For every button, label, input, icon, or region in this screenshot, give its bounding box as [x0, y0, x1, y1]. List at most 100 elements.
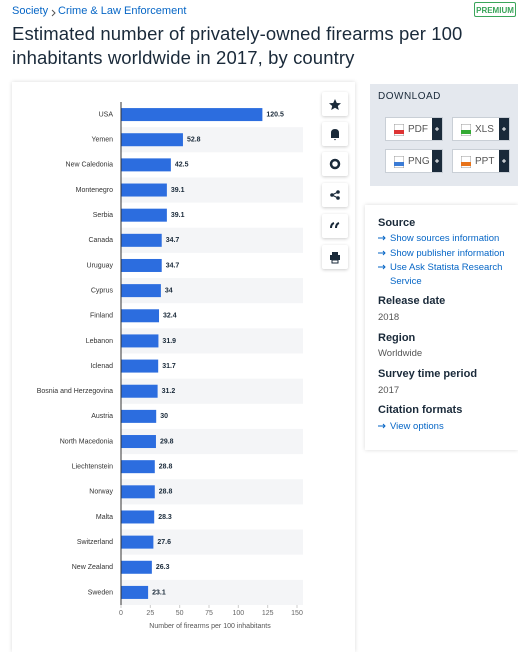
- value-label: 28.3: [158, 514, 172, 521]
- details-link[interactable]: View options: [390, 421, 444, 432]
- y-tick-label: USA: [99, 111, 114, 118]
- bar: [121, 158, 171, 172]
- y-tick-label: Norway: [89, 489, 113, 496]
- download-label: PPT: [475, 156, 495, 167]
- share-button[interactable]: [322, 183, 348, 207]
- download-button[interactable]: PNG: [385, 149, 443, 173]
- print-button[interactable]: [322, 245, 348, 269]
- y-tick-label: Austria: [91, 413, 113, 420]
- y-tick-label: New Caledonia: [66, 162, 114, 169]
- link-arrow: [378, 264, 386, 270]
- details-link[interactable]: Show sources information: [390, 233, 500, 244]
- y-tick-label: Sweden: [88, 589, 113, 596]
- y-tick-label: Liechtenstein: [72, 464, 113, 471]
- y-tick-label: New Zealand: [72, 564, 113, 571]
- bar: [121, 384, 158, 398]
- download-button[interactable]: PPT: [452, 149, 510, 173]
- link-arrow: [378, 423, 386, 429]
- value-label: 34.7: [166, 262, 180, 269]
- download-title: DOWNLOAD: [378, 91, 441, 102]
- bar: [121, 435, 156, 449]
- download-button[interactable]: XLS: [452, 117, 510, 141]
- x-tick-label: 50: [176, 610, 184, 617]
- bar: [121, 460, 155, 474]
- y-tick-label: Uruguay: [87, 262, 114, 269]
- details-panel: [365, 205, 518, 450]
- y-tick-label: Bosnia and Herzegovina: [37, 388, 113, 395]
- link-arrow: [378, 235, 386, 241]
- settings-button[interactable]: [322, 152, 348, 176]
- details-link[interactable]: Use Ask Statista Research Service: [390, 262, 503, 287]
- bar: [121, 208, 167, 222]
- details-heading: Source: [378, 217, 416, 229]
- details-value: 2018: [378, 312, 400, 323]
- y-tick-label: Switzerland: [77, 539, 113, 546]
- y-tick-label: Cyprus: [91, 287, 114, 294]
- y-tick-label: Serbia: [93, 212, 113, 219]
- breadcrumb-separator: [51, 9, 56, 17]
- bar: [121, 409, 157, 423]
- plus: [499, 118, 509, 140]
- x-tick-label: 75: [205, 610, 213, 617]
- bar: [121, 309, 160, 323]
- bar: [121, 560, 152, 574]
- x-tick-label: 150: [291, 610, 303, 617]
- bar: [121, 108, 263, 122]
- row-stripe: [121, 579, 303, 605]
- bar: [121, 183, 167, 197]
- x-tick-label: 100: [232, 610, 244, 617]
- download-label: XLS: [475, 124, 494, 135]
- bar: [121, 359, 159, 373]
- y-tick-label: Montenegro: [76, 187, 113, 194]
- bar: [121, 510, 155, 524]
- value-label: 28.8: [159, 464, 173, 471]
- y-tick-label: Iclenad: [90, 363, 113, 370]
- breadcrumb-link[interactable]: Crime & Law Enforcement: [58, 5, 187, 17]
- x-axis-label: Number of firearms per 100 inhabitants: [149, 623, 271, 630]
- value-label: 29.8: [160, 438, 174, 445]
- y-tick-label: North Macedonia: [60, 438, 113, 445]
- x-tick-label: 25: [146, 610, 154, 617]
- bar: [121, 485, 155, 499]
- y-tick-label: Yemen: [91, 137, 113, 144]
- value-label: 42.5: [175, 162, 189, 169]
- value-label: 39.1: [171, 212, 185, 219]
- value-label: 31.7: [162, 363, 176, 370]
- bar: [121, 334, 159, 348]
- value-label: 26.3: [156, 564, 170, 571]
- bar: [121, 233, 162, 247]
- y-tick-label: Finland: [90, 313, 113, 320]
- value-label: 27.6: [157, 539, 171, 546]
- page-title: Estimated number of privately-owned fire…: [12, 23, 463, 68]
- breadcrumb-link[interactable]: Society: [12, 5, 49, 17]
- value-label: 52.8: [187, 137, 201, 144]
- notify-button[interactable]: [322, 122, 348, 146]
- details-heading: Survey time period: [378, 368, 478, 380]
- details-heading: Release date: [378, 295, 446, 307]
- download-button[interactable]: PDF: [385, 117, 443, 141]
- details-heading: Citation formats: [378, 404, 463, 416]
- link-arrow: [378, 250, 386, 256]
- value-label: 23.1: [152, 589, 166, 596]
- cite-button[interactable]: [322, 214, 348, 238]
- value-label: 39.1: [171, 187, 185, 194]
- value-label: 31.9: [162, 338, 176, 345]
- details-link[interactable]: Show publisher information: [390, 248, 505, 259]
- value-label: 120.5: [266, 111, 284, 118]
- y-tick-label: Canada: [88, 237, 113, 244]
- value-label: 30: [160, 413, 168, 420]
- x-tick-label: 0: [119, 610, 123, 617]
- value-label: 32.4: [163, 313, 177, 320]
- bar: [121, 258, 162, 272]
- x-tick-label: 125: [262, 610, 274, 617]
- value-label: 34.7: [166, 237, 180, 244]
- details-value: Worldwide: [378, 348, 423, 359]
- favorite-button[interactable]: [322, 92, 348, 116]
- plus: [432, 118, 442, 140]
- details-value: 2017: [378, 385, 400, 396]
- plus: [432, 150, 442, 172]
- value-label: 31.2: [162, 388, 176, 395]
- bar: [121, 585, 149, 599]
